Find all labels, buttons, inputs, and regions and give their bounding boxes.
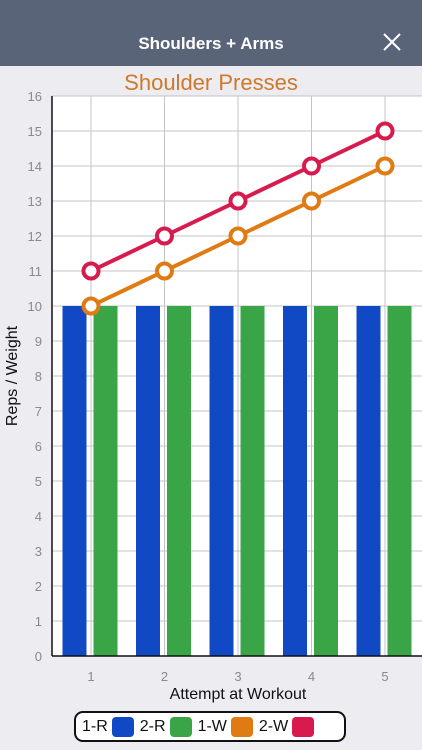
y-tick-label: 4 — [35, 509, 42, 524]
legend-label: 2-R — [139, 717, 166, 735]
y-tick-label: 3 — [35, 544, 42, 559]
y-tick-label: 0 — [35, 649, 42, 664]
legend-item: 1-W — [197, 716, 253, 737]
chart-title: Shoulder Presses — [124, 70, 298, 95]
nav-bar: Shoulders + Arms — [0, 0, 422, 66]
legend-label: 1-W — [197, 717, 227, 735]
x-axis-label: Attempt at Workout — [170, 686, 307, 703]
bar-1-R — [283, 306, 307, 656]
y-tick-label: 8 — [35, 369, 42, 384]
y-tick-label: 9 — [35, 334, 42, 349]
y-tick-label: 6 — [35, 439, 42, 454]
bar-2-R — [93, 306, 118, 656]
y-tick-label: 1 — [35, 614, 42, 629]
legend-label: 2-W — [258, 717, 289, 735]
y-tick-label: 10 — [28, 299, 42, 314]
y-tick-label: 16 — [28, 89, 42, 104]
bar-2-R — [167, 306, 191, 656]
y-tick-label: 5 — [35, 474, 42, 489]
point-2-W — [302, 156, 321, 176]
point-1-W — [228, 226, 248, 246]
legend-label: 1-R — [82, 717, 108, 735]
x-tick-label: 5 — [381, 669, 388, 684]
x-tick-label: 3 — [234, 669, 241, 684]
point-1-W — [302, 191, 321, 211]
legend-swatch — [111, 716, 134, 737]
chart-legend: 1-R 2-R 1-W 2-W — [74, 711, 346, 742]
y-tick-label: 15 — [28, 124, 42, 139]
point-2-W — [155, 226, 174, 246]
close-button[interactable] — [382, 32, 402, 52]
y-tick-label: 2 — [35, 579, 42, 594]
bar-1-R — [62, 306, 87, 656]
point-1-W — [155, 261, 174, 281]
legend-item: 2-R — [139, 716, 192, 737]
page-title: Shoulders + Arms — [138, 34, 284, 53]
bar-2-R — [314, 306, 338, 656]
y-axis-label: Reps / Weight — [4, 325, 21, 426]
x-tick-label: 1 — [87, 669, 94, 684]
close-icon — [383, 33, 401, 51]
y-tick-label: 13 — [28, 194, 42, 209]
legend-swatch — [169, 716, 192, 737]
y-tick-label: 11 — [29, 264, 43, 279]
point-1-W — [81, 296, 101, 316]
bar-1-R — [356, 306, 381, 656]
y-tick-label: 12 — [28, 229, 42, 244]
y-tick-label: 7 — [35, 404, 42, 419]
bar-2-R — [240, 306, 265, 656]
bar-1-R — [136, 306, 160, 656]
point-2-W — [228, 191, 248, 211]
point-2-W — [81, 261, 101, 281]
point-1-W — [375, 156, 395, 176]
bar-1-R — [209, 306, 234, 656]
x-tick-label: 2 — [161, 669, 168, 684]
legend-swatch — [292, 716, 315, 737]
legend-item: 2-W — [258, 716, 315, 737]
bar-2-R — [387, 306, 412, 656]
chart: Shoulder Presses 01234567891011121314151… — [4, 70, 422, 703]
y-tick-label: 14 — [28, 159, 42, 174]
point-2-W — [375, 121, 395, 141]
legend-item: 1-R — [82, 716, 134, 737]
x-tick-label: 4 — [308, 669, 315, 684]
legend-swatch — [230, 716, 253, 737]
